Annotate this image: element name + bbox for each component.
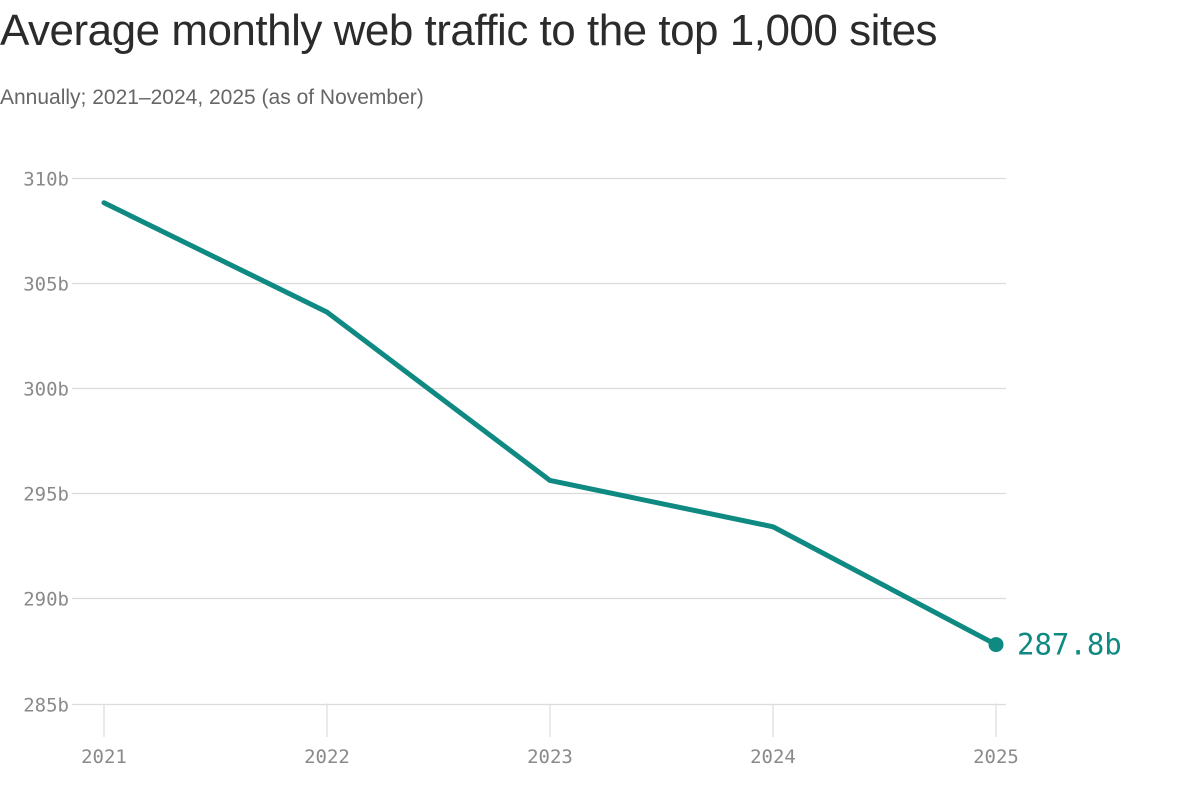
y-tick-label: 305b [23,274,69,296]
series-line [101,200,999,648]
x-tick-label: 2024 [750,746,796,768]
y-tick-label: 310b [23,169,69,191]
y-tick-label: 285b [23,695,69,717]
y-tick-label: 300b [23,379,69,401]
chart-title: Average monthly web traffic to the top 1… [0,6,938,55]
y-gridlines [72,177,1006,706]
end-point-marker [988,637,1004,653]
x-tick-label: 2021 [81,746,127,768]
chart-subtitle: Annually; 2021–2024, 2025 (as of Novembe… [0,86,424,109]
y-axis-labels: 310b 305b 300b 295b 290b 285b [23,169,69,717]
x-axis-labels: 2021 2022 2023 2024 2025 [81,746,1019,768]
x-tick-label: 2025 [973,746,1019,768]
end-value-label: 287.8b [1017,628,1122,662]
y-tick-label: 290b [23,589,69,611]
series-group: 287.8b [101,200,1122,662]
x-tick-label: 2023 [527,746,573,768]
x-tick-marks [103,703,997,737]
y-tick-label: 295b [23,484,69,506]
x-tick-label: 2022 [304,746,350,768]
